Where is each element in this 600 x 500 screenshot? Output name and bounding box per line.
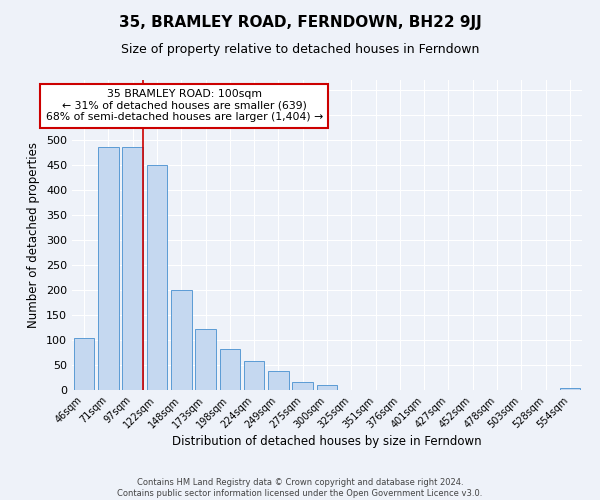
Bar bbox=[98, 146, 119, 390]
Text: 35, BRAMLEY ROAD, FERNDOWN, BH22 9JJ: 35, BRAMLEY ROAD, FERNDOWN, BH22 9JJ bbox=[119, 15, 481, 30]
Text: 35 BRAMLEY ROAD: 100sqm
← 31% of detached houses are smaller (639)
68% of semi-d: 35 BRAMLEY ROAD: 100sqm ← 31% of detache… bbox=[46, 90, 323, 122]
X-axis label: Distribution of detached houses by size in Ferndown: Distribution of detached houses by size … bbox=[172, 436, 482, 448]
Bar bbox=[244, 361, 265, 390]
Y-axis label: Number of detached properties: Number of detached properties bbox=[28, 142, 40, 328]
Text: Contains HM Land Registry data © Crown copyright and database right 2024.
Contai: Contains HM Land Registry data © Crown c… bbox=[118, 478, 482, 498]
Bar bbox=[560, 388, 580, 390]
Bar bbox=[292, 382, 313, 390]
Text: Size of property relative to detached houses in Ferndown: Size of property relative to detached ho… bbox=[121, 42, 479, 56]
Bar bbox=[146, 165, 167, 390]
Bar bbox=[195, 329, 216, 390]
Bar bbox=[74, 338, 94, 390]
Bar bbox=[317, 385, 337, 390]
Bar bbox=[171, 290, 191, 390]
Bar bbox=[268, 371, 289, 390]
Bar bbox=[122, 146, 143, 390]
Bar bbox=[220, 349, 240, 390]
